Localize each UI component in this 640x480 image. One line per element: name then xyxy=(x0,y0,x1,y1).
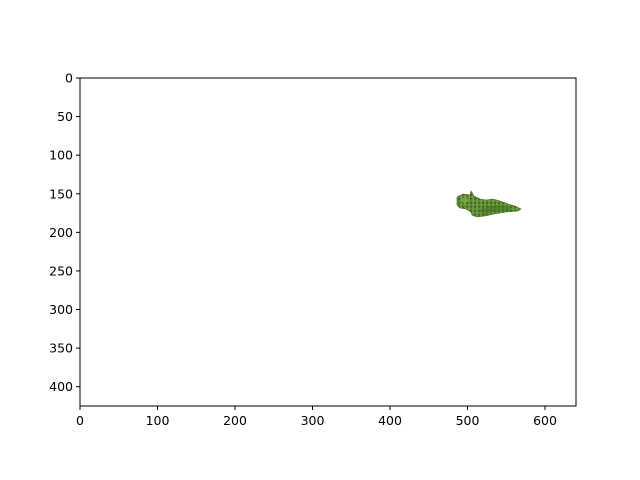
x-tick-label: 300 xyxy=(301,413,325,428)
axes-frame xyxy=(79,77,577,407)
y-tick-label: 400 xyxy=(49,379,73,394)
y-axis: 0 50 100 150 200 250 300 350 400 xyxy=(49,71,80,394)
green-patch xyxy=(456,190,522,218)
y-tick-label: 350 xyxy=(49,341,73,356)
x-tick-label: 400 xyxy=(378,413,402,428)
y-tick-label: 100 xyxy=(49,148,73,163)
x-axis: 0 100 200 300 400 500 600 xyxy=(76,406,557,428)
y-tick-label: 300 xyxy=(49,302,73,317)
x-tick-label: 200 xyxy=(223,413,247,428)
y-tick-label: 50 xyxy=(57,109,73,124)
x-tick-label: 0 xyxy=(76,413,84,428)
y-tick-label: 250 xyxy=(49,263,73,278)
x-tick-label: 600 xyxy=(533,413,557,428)
x-tick-label: 100 xyxy=(146,413,170,428)
y-tick-label: 0 xyxy=(65,71,73,86)
x-tick-label: 500 xyxy=(456,413,480,428)
y-tick-label: 200 xyxy=(49,225,73,240)
y-tick-label: 150 xyxy=(49,186,73,201)
